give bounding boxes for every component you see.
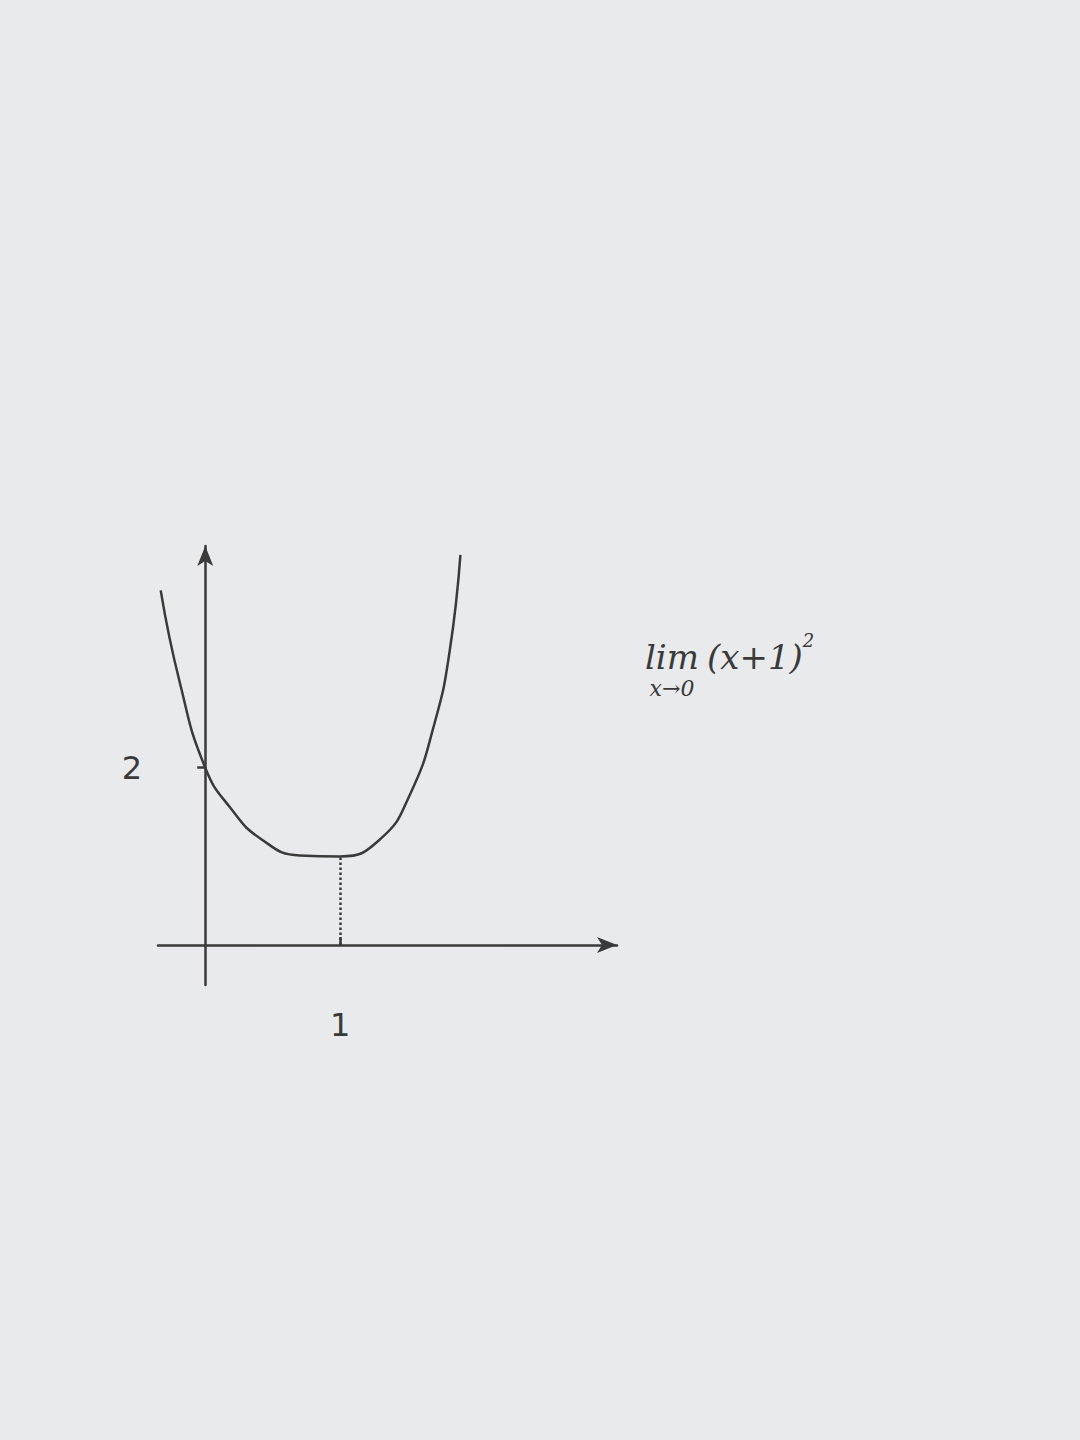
svg-text:1: 1 [330, 1006, 350, 1044]
html-text:x→0: x→0 [649, 676, 695, 701]
svg-text:2: 2 [122, 749, 142, 787]
html-text:(x+1)2: (x+1)2 [707, 629, 815, 677]
html-text:lim: lim [645, 637, 699, 677]
